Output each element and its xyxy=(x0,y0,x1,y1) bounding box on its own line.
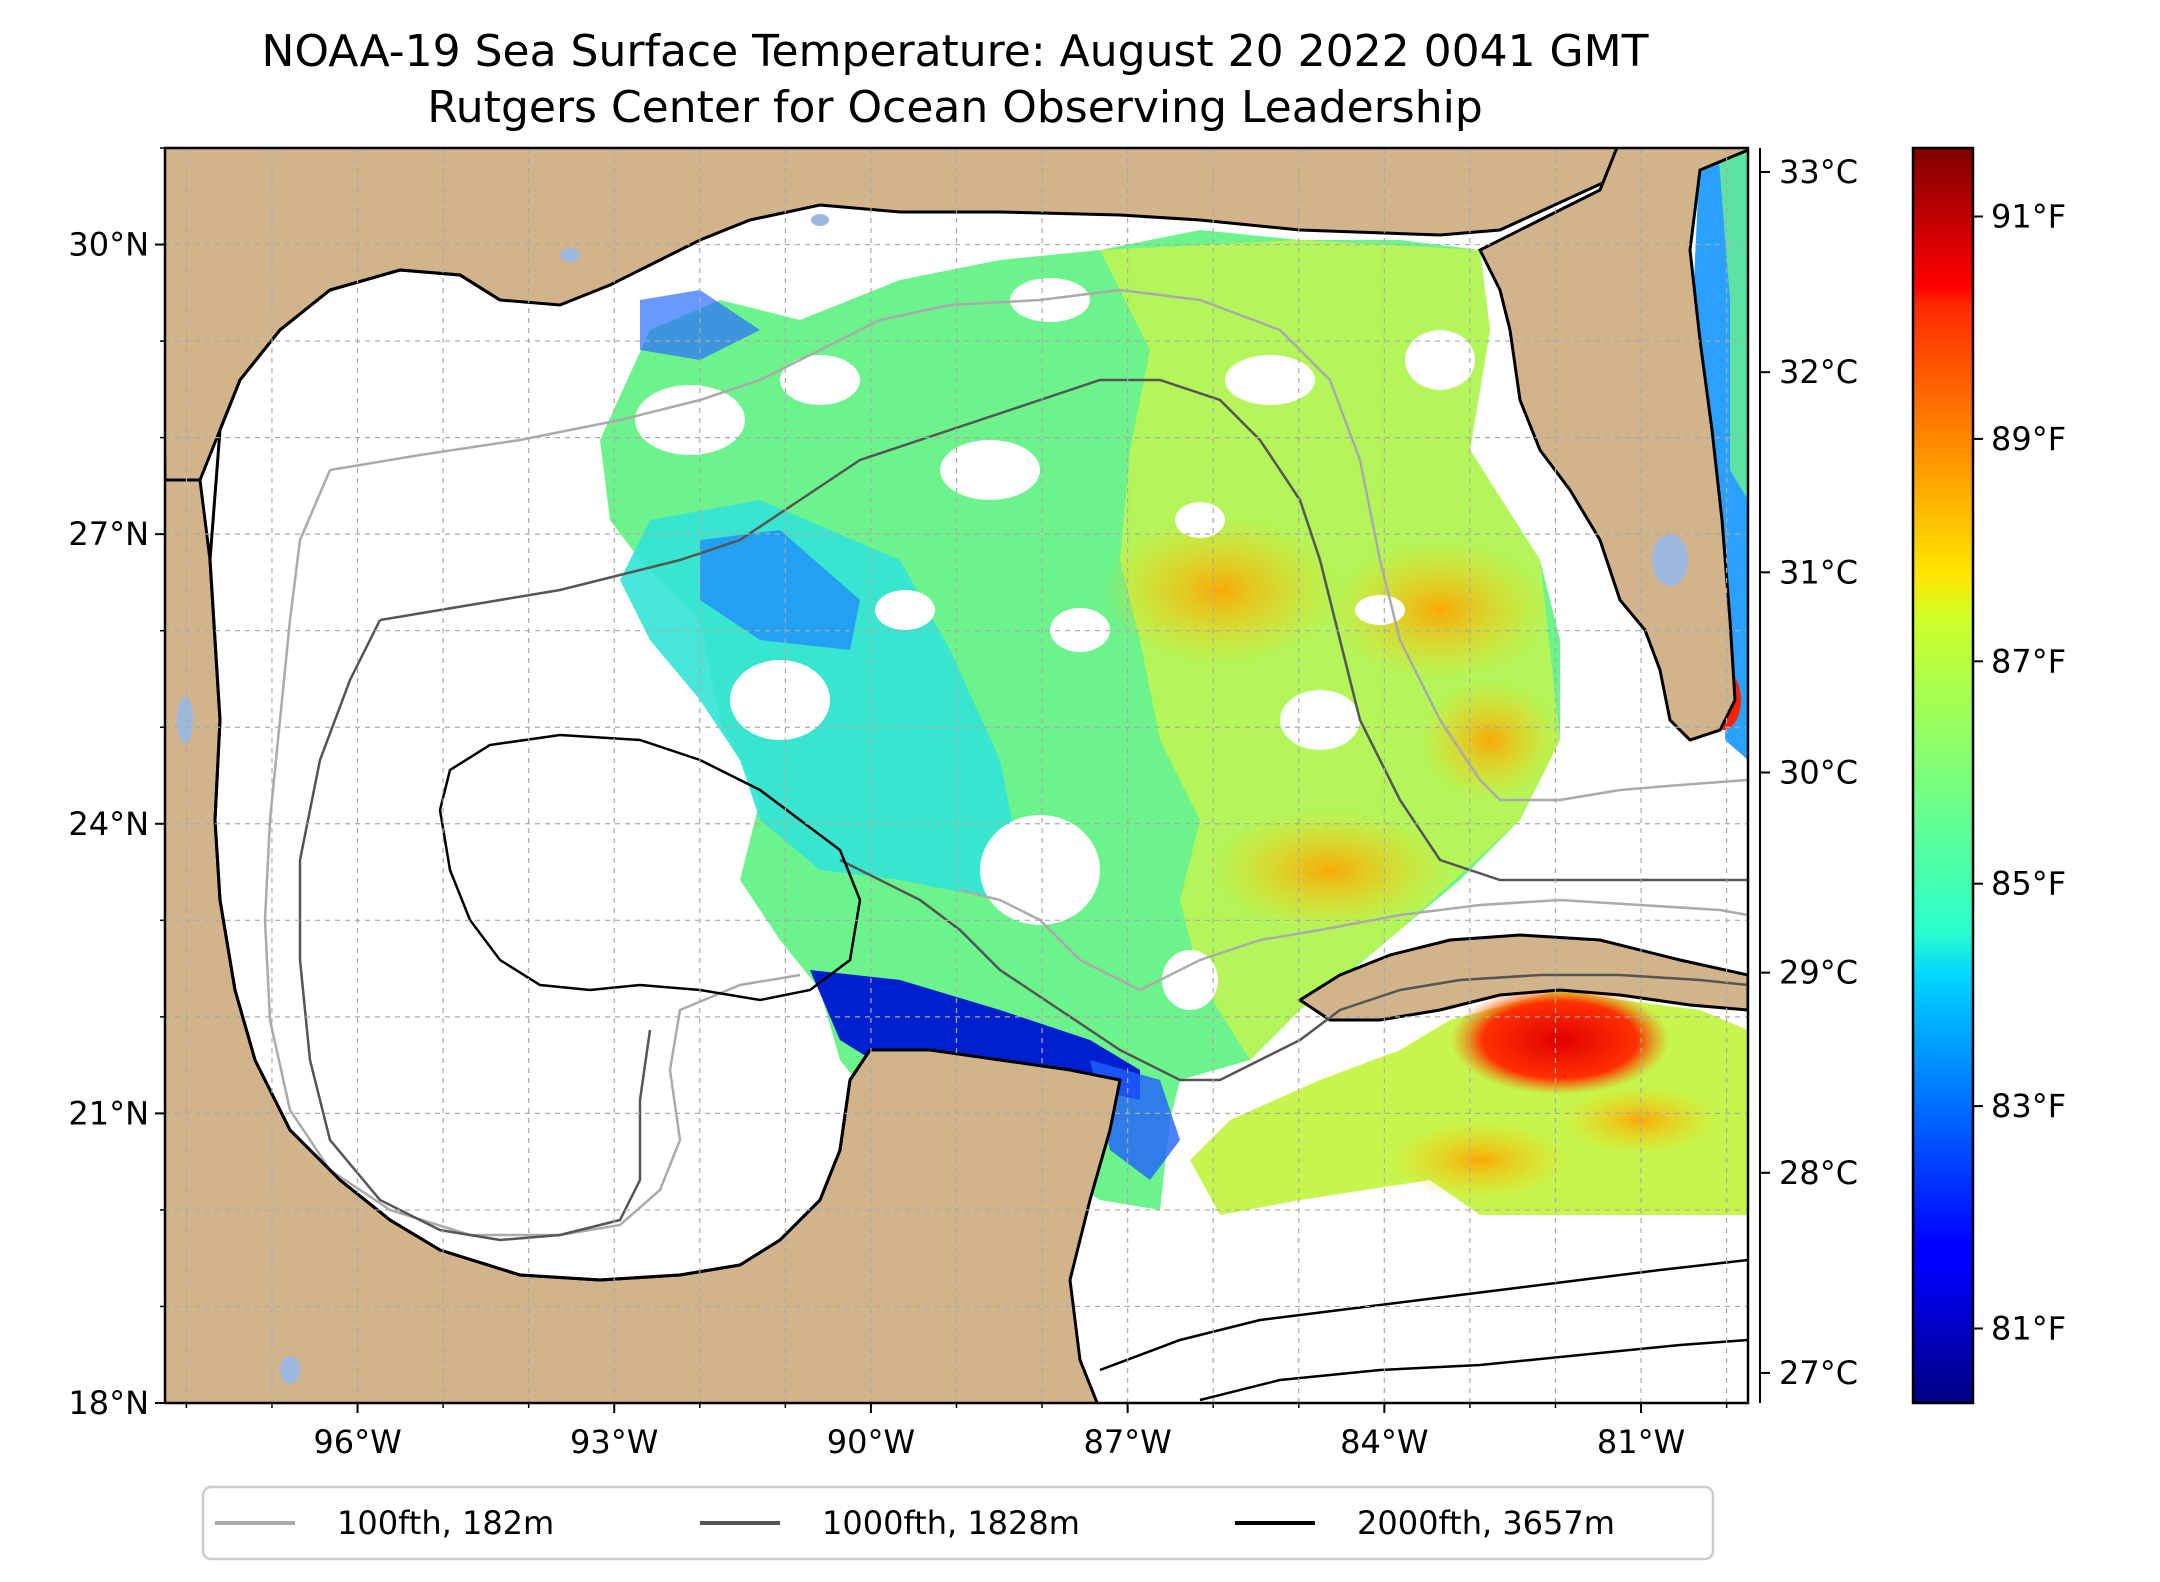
coastline xyxy=(208,268,872,1282)
legend-item-label: 100fth, 182m xyxy=(337,1504,554,1542)
fahrenheit-tick-label: 85°F xyxy=(1991,865,2066,903)
lat-tick-label: 24°N xyxy=(68,805,149,843)
lon-tick-label: 81°W xyxy=(1597,1423,1685,1461)
latitude-axis: 18°N 21°N 24°N 27°N 30°N xyxy=(68,147,165,1422)
lat-tick-label: 18°N xyxy=(68,1384,149,1422)
inland-water xyxy=(177,214,1688,1384)
celsius-tick-label: 27°C xyxy=(1779,1354,1858,1392)
colorbar-gradient xyxy=(1911,146,1975,1405)
map-gridlines xyxy=(165,148,1748,1403)
lon-tick-label: 84°W xyxy=(1340,1423,1428,1461)
sst-field xyxy=(600,148,1748,1215)
celsius-tick-label: 32°C xyxy=(1779,353,1858,391)
fahrenheit-tick-label: 87°F xyxy=(1991,642,2066,680)
celsius-tick-label: 33°C xyxy=(1779,153,1858,191)
legend-item-label: 2000fth, 3657m xyxy=(1357,1504,1615,1542)
fahrenheit-tick-label: 91°F xyxy=(1991,197,2066,235)
fahrenheit-tick-label: 89°F xyxy=(1991,420,2066,458)
lon-tick-label: 93°W xyxy=(570,1423,658,1461)
lat-tick-label: 30°N xyxy=(68,226,149,264)
contour-2000fth xyxy=(438,733,1748,1402)
lon-tick-label: 90°W xyxy=(827,1423,915,1461)
map-title: NOAA-19 Sea Surface Temperature: August … xyxy=(262,26,1649,77)
contour-legend: 100fth, 182m 1000fth, 1828m 2000fth, 3657m xyxy=(201,1485,1715,1561)
fahrenheit-tick-label: 81°F xyxy=(1991,1309,2066,1347)
contour-1000fth xyxy=(298,378,1748,1242)
lat-tick-label: 27°N xyxy=(68,515,149,553)
colorbar-fahrenheit-axis: 81°F 83°F 85°F 87°F 89°F 91°F xyxy=(1973,197,2066,1347)
celsius-tick-label: 31°C xyxy=(1779,553,1858,591)
longitude-axis: 96°W 93°W 90°W 87°W 84°W 81°W xyxy=(185,1403,1728,1461)
celsius-tick-label: 30°C xyxy=(1779,753,1858,791)
lon-tick-label: 87°W xyxy=(1083,1423,1171,1461)
lon-tick-label: 96°W xyxy=(313,1423,401,1461)
map-subtitle: Rutgers Center for Ocean Observing Leade… xyxy=(427,82,1483,133)
celsius-tick-label: 28°C xyxy=(1779,1154,1858,1192)
celsius-tick-label: 29°C xyxy=(1779,954,1858,992)
lat-tick-label: 21°N xyxy=(68,1094,149,1132)
colorbar: 27°C 28°C 29°C 30°C 31°C 32°C 33°C 81°F 83°F 85°… xyxy=(1759,146,2066,1405)
legend-box xyxy=(201,1485,1715,1561)
legend-item-label: 1000fth, 1828m xyxy=(822,1504,1080,1542)
colorbar-celsius-axis: 27°C 28°C 29°C 30°C 31°C 32°C 33°C xyxy=(1759,148,1858,1403)
map-panel xyxy=(165,148,1748,1403)
fahrenheit-tick-label: 83°F xyxy=(1991,1087,2066,1125)
